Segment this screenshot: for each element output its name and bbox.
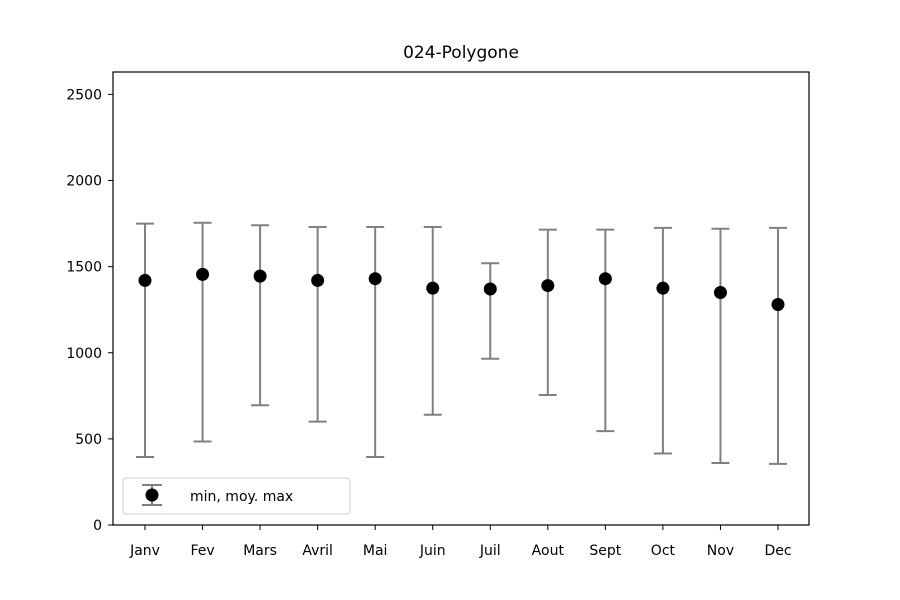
- mean-point-Aout: [541, 279, 555, 293]
- x-tick-label: Janv: [129, 543, 160, 559]
- x-tick-label: Aout: [532, 543, 565, 559]
- y-tick-label: 1000: [66, 346, 102, 362]
- mean-point-Mai: [368, 272, 382, 286]
- x-tick-label: Nov: [707, 543, 734, 559]
- mean-point-Mars: [253, 269, 267, 283]
- x-tick-label: Mai: [363, 543, 388, 559]
- x-tick-label: Mars: [243, 543, 277, 559]
- axes-frame: [112, 71, 810, 526]
- mean-point-Avril: [311, 273, 325, 287]
- mean-point-Juin: [426, 281, 440, 295]
- mean-point-Sept: [598, 272, 612, 286]
- x-tick-label: Juil: [479, 543, 501, 559]
- mean-point-Janv: [138, 273, 152, 287]
- y-tick-label: 2500: [66, 87, 102, 103]
- x-tick-label: Dec: [764, 543, 791, 559]
- y-tick-label: 0: [93, 518, 102, 534]
- plot-area: 0 500 1000 1500 2000 2500 Janv Fev Mars Avril Mai J…: [66, 71, 810, 559]
- mean-point-Juil: [483, 282, 497, 296]
- chart-title: 024-Polygone: [403, 43, 519, 63]
- y-tick-label: 1500: [66, 260, 102, 276]
- legend: min, moy. max: [122, 477, 351, 515]
- x-tick-label: Oct: [651, 543, 676, 559]
- mean-point-Fev: [196, 267, 210, 281]
- mean-point-Oct: [656, 281, 670, 295]
- x-tick-label: Avril: [302, 543, 333, 559]
- x-tick-label: Sept: [589, 543, 621, 559]
- legend-label: min, moy. max: [190, 489, 293, 505]
- y-tick-label: 500: [75, 432, 102, 448]
- x-tick-label: Juin: [419, 543, 446, 559]
- legend-box: [122, 477, 351, 515]
- mean-point-Nov: [713, 285, 727, 299]
- legend-marker-icon: [145, 488, 159, 502]
- mean-point-Dec: [771, 298, 785, 312]
- x-tick-label: Fev: [190, 543, 214, 559]
- y-tick-label: 2000: [66, 174, 102, 190]
